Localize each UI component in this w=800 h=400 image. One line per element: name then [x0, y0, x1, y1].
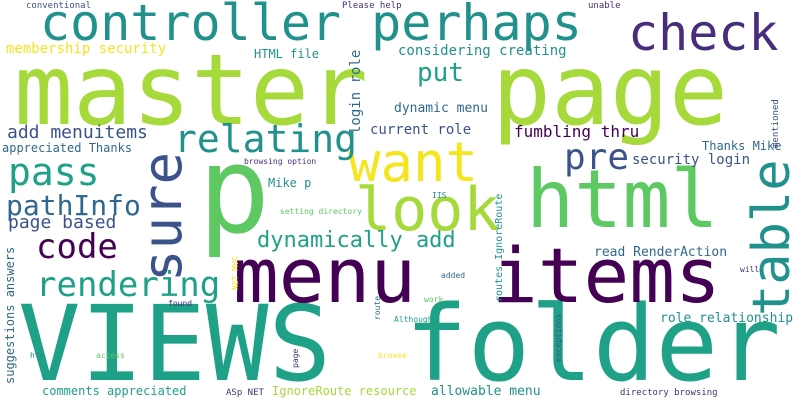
word-help-suggestions: suggestions answers	[3, 246, 17, 384]
word-put: put	[417, 58, 464, 88]
word-relating: relating	[174, 117, 358, 161]
word-views: VIEWS	[18, 283, 332, 400]
word-html: html	[526, 153, 719, 246]
word-considering-creating: considering creating	[398, 43, 567, 59]
word-although: Although	[394, 315, 433, 324]
word-security-login: security login	[632, 152, 751, 168]
word-html-file: HTML file	[254, 47, 320, 61]
word-role-relationship: role relationship	[660, 311, 794, 326]
word-current-role: current role	[370, 122, 472, 138]
word-please-help: Please help	[342, 1, 402, 11]
word-iis: IIS	[432, 191, 447, 200]
word-folder: folder	[405, 283, 781, 400]
word-mentioned: mentioned	[771, 99, 781, 148]
word-exceptions: exceptions	[554, 313, 563, 362]
word-will: will	[740, 265, 760, 274]
word-thanks-mike: Thanks Mike	[702, 139, 782, 153]
word-dynamic-menu: dynamic menu	[394, 101, 488, 116]
word-add-menuitems: add menuitems	[7, 122, 148, 143]
word-mike-p: Mike p	[268, 176, 312, 190]
word-code: code	[36, 227, 118, 267]
word-sure: sure	[131, 151, 194, 282]
word-pathinfo: pathInfo	[6, 189, 141, 222]
word-browse: browse	[378, 351, 407, 360]
word-membership-security: membership security	[6, 41, 167, 57]
word-added: added	[441, 271, 466, 280]
word-pre: pre	[564, 137, 630, 178]
word-access: access	[96, 351, 125, 360]
word-items: items	[492, 231, 721, 320]
word-setting-directory: setting directory	[280, 207, 362, 216]
word-read-renderaction: read RenderAction	[594, 245, 728, 260]
word-pass: pass	[8, 150, 100, 194]
word-fumbling-thru: fumbling thru	[514, 122, 640, 141]
word-page: page	[492, 34, 729, 148]
word-look: look	[355, 175, 500, 245]
word-controller-perhaps: controller perhaps	[40, 0, 582, 52]
word-rendering: rendering	[36, 265, 221, 305]
word-route: route	[373, 295, 382, 320]
word-conventional: conventional	[26, 1, 92, 11]
word-asp-net: ASp NET	[226, 388, 264, 398]
word-want: want	[348, 131, 479, 194]
word-routes-ignoreroute: routes IgnoreRoute	[494, 193, 505, 302]
word-appreciated-thanks: appreciated Thanks	[2, 141, 133, 155]
word-allowable-menu: allowable menu	[431, 384, 541, 399]
word-found: found	[168, 299, 193, 308]
word-table: table	[742, 159, 800, 316]
word-p: p	[198, 122, 271, 261]
word-browsing-option: browsing option	[244, 157, 317, 166]
word-unable: unable	[588, 1, 621, 11]
word-menu: menu	[233, 231, 417, 320]
word-ignoreroute-resource: IgnoreRoute resource	[272, 384, 417, 398]
word-page-based: page based	[8, 212, 117, 233]
word-work: work	[424, 295, 444, 304]
word-comments-appreciated: comments appreciated	[42, 384, 187, 398]
word-directory-browsing: directory browsing	[620, 388, 718, 398]
word-page-small: page	[291, 348, 300, 368]
word-check: check	[628, 4, 779, 62]
word-login-role: login role	[348, 49, 364, 134]
word-master: master	[14, 34, 369, 148]
word-net-mvc: NET MVC	[231, 256, 240, 290]
word-htm: htm	[30, 351, 45, 360]
word-dynamically-add: dynamically add	[257, 228, 456, 253]
